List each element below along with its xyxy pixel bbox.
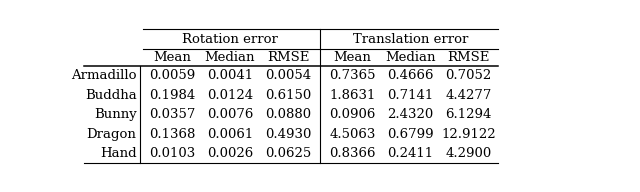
Text: Mean: Mean <box>333 51 371 64</box>
Text: Median: Median <box>385 51 436 64</box>
Text: 0.0906: 0.0906 <box>329 108 376 121</box>
Text: 12.9122: 12.9122 <box>442 127 496 141</box>
Text: 0.2411: 0.2411 <box>387 147 434 160</box>
Text: 1.8631: 1.8631 <box>329 89 376 102</box>
Text: 4.2900: 4.2900 <box>445 147 492 160</box>
Text: 4.4277: 4.4277 <box>445 89 492 102</box>
Text: 4.5063: 4.5063 <box>329 127 376 141</box>
Text: 0.0026: 0.0026 <box>207 147 253 160</box>
Text: Mean: Mean <box>153 51 191 64</box>
Text: 0.0061: 0.0061 <box>207 127 253 141</box>
Text: RMSE: RMSE <box>267 51 309 64</box>
Text: Armadillo: Armadillo <box>71 69 136 82</box>
Text: Bunny: Bunny <box>94 108 136 121</box>
Text: 0.6799: 0.6799 <box>387 127 434 141</box>
Text: Hand: Hand <box>100 147 136 160</box>
Text: 0.4930: 0.4930 <box>265 127 311 141</box>
Text: Dragon: Dragon <box>86 127 136 141</box>
Text: RMSE: RMSE <box>447 51 490 64</box>
Text: 0.7052: 0.7052 <box>445 69 492 82</box>
Text: Buddha: Buddha <box>85 89 136 102</box>
Text: 0.1368: 0.1368 <box>148 127 195 141</box>
Text: 2.4320: 2.4320 <box>387 108 434 121</box>
Text: 0.7365: 0.7365 <box>329 69 376 82</box>
Text: Rotation error: Rotation error <box>182 33 278 46</box>
Text: 0.0041: 0.0041 <box>207 69 253 82</box>
Text: 0.1984: 0.1984 <box>148 89 195 102</box>
Text: 0.8366: 0.8366 <box>329 147 376 160</box>
Text: Median: Median <box>205 51 255 64</box>
Text: 0.0625: 0.0625 <box>265 147 311 160</box>
Text: 0.0124: 0.0124 <box>207 89 253 102</box>
Text: 0.0054: 0.0054 <box>265 69 311 82</box>
Text: 0.0059: 0.0059 <box>148 69 195 82</box>
Text: 0.0357: 0.0357 <box>148 108 195 121</box>
Text: 0.4666: 0.4666 <box>387 69 434 82</box>
Text: 0.0076: 0.0076 <box>207 108 253 121</box>
Text: 0.7141: 0.7141 <box>387 89 434 102</box>
Text: Translation error: Translation error <box>353 33 468 46</box>
Text: 0.0880: 0.0880 <box>265 108 311 121</box>
Text: 6.1294: 6.1294 <box>445 108 492 121</box>
Text: 0.6150: 0.6150 <box>265 89 311 102</box>
Text: 0.0103: 0.0103 <box>148 147 195 160</box>
